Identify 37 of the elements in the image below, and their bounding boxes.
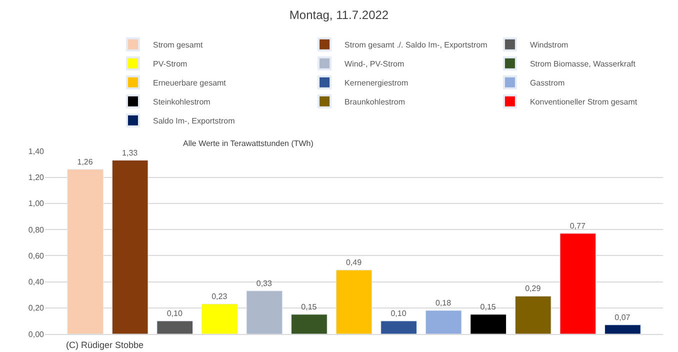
y-tick-label: 1,40 [28,146,45,156]
legend-label: Konventioneller Strom gesamt [530,98,638,107]
legend-label: Saldo Im-, Exportstrom [152,116,236,126]
data-label: 0,23 [212,292,228,301]
y-tick-label: 0,00 [28,330,45,339]
data-label: 0,49 [346,258,362,267]
legend-label: Strom gesamt [152,40,204,50]
legend-label: Steinkohlestrom [152,98,211,107]
legend-label: Wind-, PV-Strom [344,60,404,69]
legend-label: PV-Strom [152,60,188,69]
data-label: 0,29 [525,284,542,294]
data-label: 0,10 [390,308,407,318]
data-label: 0,15 [480,302,496,312]
legend-label: Strom Biomasse, Wasserkraft [530,60,636,69]
legend-label: Erneuerbare gesamt [152,78,227,88]
legend-label: Kernenergiestrom [344,78,408,88]
y-tick-label: 1,20 [28,173,45,182]
text: Alle Werte in Terawattstunden (TWh) [183,139,314,148]
data-label: 0,07 [614,312,631,322]
y-tick-label: 0,20 [28,304,45,313]
legend-label: Gasstrom [530,78,565,88]
legend-label: Strom gesamt ./. Saldo Im-, Exportstrom [344,40,488,50]
data-label: 0,77 [570,221,586,230]
legend-label: Windstrom [530,40,569,50]
y-tick-label: 0,40 [28,278,45,287]
data-label: 0,18 [436,298,452,308]
y-tick-label: 0,60 [28,251,45,260]
data-label: 0,33 [256,278,272,288]
y-tick-label: 1,00 [28,199,45,208]
data-label: 0,15 [301,302,318,312]
data-label: 1,33 [122,148,138,158]
y-tick-label: 0,80 [28,225,45,234]
text: (C) Rüdiger Stobbe [66,340,144,350]
legend-label: Braunkohlestrom [344,98,406,107]
data-label: 0,10 [166,308,183,318]
data-label: 1,26 [77,157,94,166]
chart-title: Montag, 11.7.2022 [289,8,389,22]
